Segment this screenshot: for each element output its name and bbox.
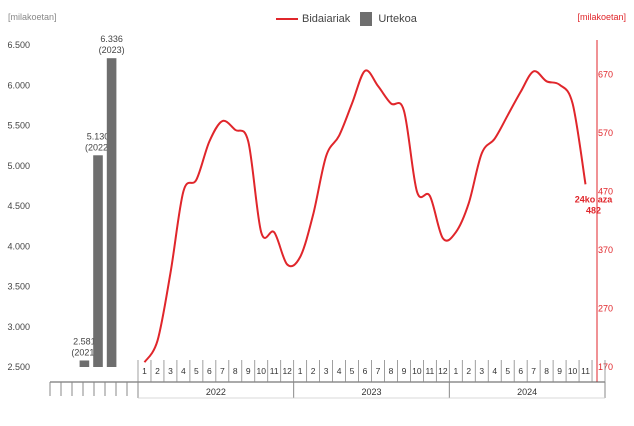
year-label: 2024 bbox=[517, 387, 537, 397]
bar bbox=[93, 155, 103, 367]
month-label: 9 bbox=[402, 366, 407, 376]
bar bbox=[106, 58, 117, 368]
bar-year-label: (2022) bbox=[85, 142, 111, 152]
legend-bar-label: Urtekoa bbox=[378, 13, 417, 25]
month-label: 7 bbox=[531, 366, 536, 376]
month-label: 7 bbox=[376, 366, 381, 376]
legend: Bidaiariak Urtekoa bbox=[276, 12, 417, 26]
last-point-annotation-line2: 482 bbox=[586, 205, 601, 215]
month-label: 8 bbox=[233, 366, 238, 376]
month-label: 10 bbox=[257, 366, 267, 376]
left-y-tick-label: 4.500 bbox=[7, 201, 30, 211]
month-label: 4 bbox=[181, 366, 186, 376]
month-label: 4 bbox=[492, 366, 497, 376]
left-y-tick-label: 3.000 bbox=[7, 322, 30, 332]
right-y-tick-label: 570 bbox=[598, 128, 613, 138]
bar-value-label: 2.581 bbox=[73, 336, 96, 346]
bar-year-label: (2021) bbox=[71, 347, 97, 357]
right-y-tick-label: 470 bbox=[598, 186, 613, 196]
bar bbox=[79, 360, 90, 367]
legend-line-label: Bidaiariak bbox=[302, 13, 351, 25]
month-label: 7 bbox=[220, 366, 225, 376]
left-y-tick-label: 3.500 bbox=[7, 282, 30, 292]
month-label: 1 bbox=[142, 366, 147, 376]
month-label: 6 bbox=[518, 366, 523, 376]
right-y-tick-label: 370 bbox=[598, 245, 613, 255]
left-y-tick-label: 5.500 bbox=[7, 121, 30, 131]
year-label: 2023 bbox=[361, 387, 381, 397]
month-label: 6 bbox=[207, 366, 212, 376]
month-label: 9 bbox=[246, 366, 251, 376]
left-y-tick-label: 6.500 bbox=[7, 40, 30, 50]
series-line bbox=[143, 69, 587, 363]
month-label: 12 bbox=[282, 366, 292, 376]
left-y-tick-label: 2.500 bbox=[7, 362, 30, 372]
right-y-tick-label: 170 bbox=[598, 362, 613, 372]
left-axis-unit: [milakoetan] bbox=[8, 12, 57, 22]
month-label: 12 bbox=[438, 366, 448, 376]
left-y-tick-label: 4.000 bbox=[7, 241, 30, 251]
month-label: 8 bbox=[544, 366, 549, 376]
year-label: 2022 bbox=[206, 387, 226, 397]
month-label: 5 bbox=[194, 366, 199, 376]
month-label: 1 bbox=[298, 366, 303, 376]
month-label: 3 bbox=[168, 366, 173, 376]
month-label: 5 bbox=[350, 366, 355, 376]
month-label: 6 bbox=[363, 366, 368, 376]
month-label: 11 bbox=[270, 366, 279, 376]
bar-year-label: (2023) bbox=[99, 45, 125, 55]
month-label: 2 bbox=[155, 366, 160, 376]
month-label: 3 bbox=[479, 366, 484, 376]
month-label: 11 bbox=[581, 366, 590, 376]
bar-value-label: 6.336 bbox=[100, 34, 123, 44]
month-label: 10 bbox=[568, 366, 578, 376]
month-label: 1 bbox=[453, 366, 458, 376]
month-label: 9 bbox=[557, 366, 562, 376]
month-label: 3 bbox=[324, 366, 329, 376]
legend-bar-swatch bbox=[360, 12, 373, 26]
month-label: 5 bbox=[505, 366, 510, 376]
left-y-tick-label: 5.000 bbox=[7, 161, 30, 171]
last-point-annotation-line1: 24ko aza bbox=[575, 194, 614, 204]
right-y-tick-label: 270 bbox=[598, 303, 613, 313]
left-y-tick-label: 6.000 bbox=[7, 80, 30, 90]
month-label: 4 bbox=[337, 366, 342, 376]
month-label: 8 bbox=[389, 366, 394, 376]
bar-value-label: 5.130 bbox=[87, 131, 110, 141]
right-axis-unit: [milakoetan] bbox=[577, 12, 626, 22]
month-label: 10 bbox=[412, 366, 422, 376]
month-label: 2 bbox=[466, 366, 471, 376]
right-y-tick-label: 670 bbox=[598, 69, 613, 79]
legend-line-swatch bbox=[276, 18, 298, 20]
month-label: 11 bbox=[425, 366, 434, 376]
month-label: 2 bbox=[311, 366, 316, 376]
